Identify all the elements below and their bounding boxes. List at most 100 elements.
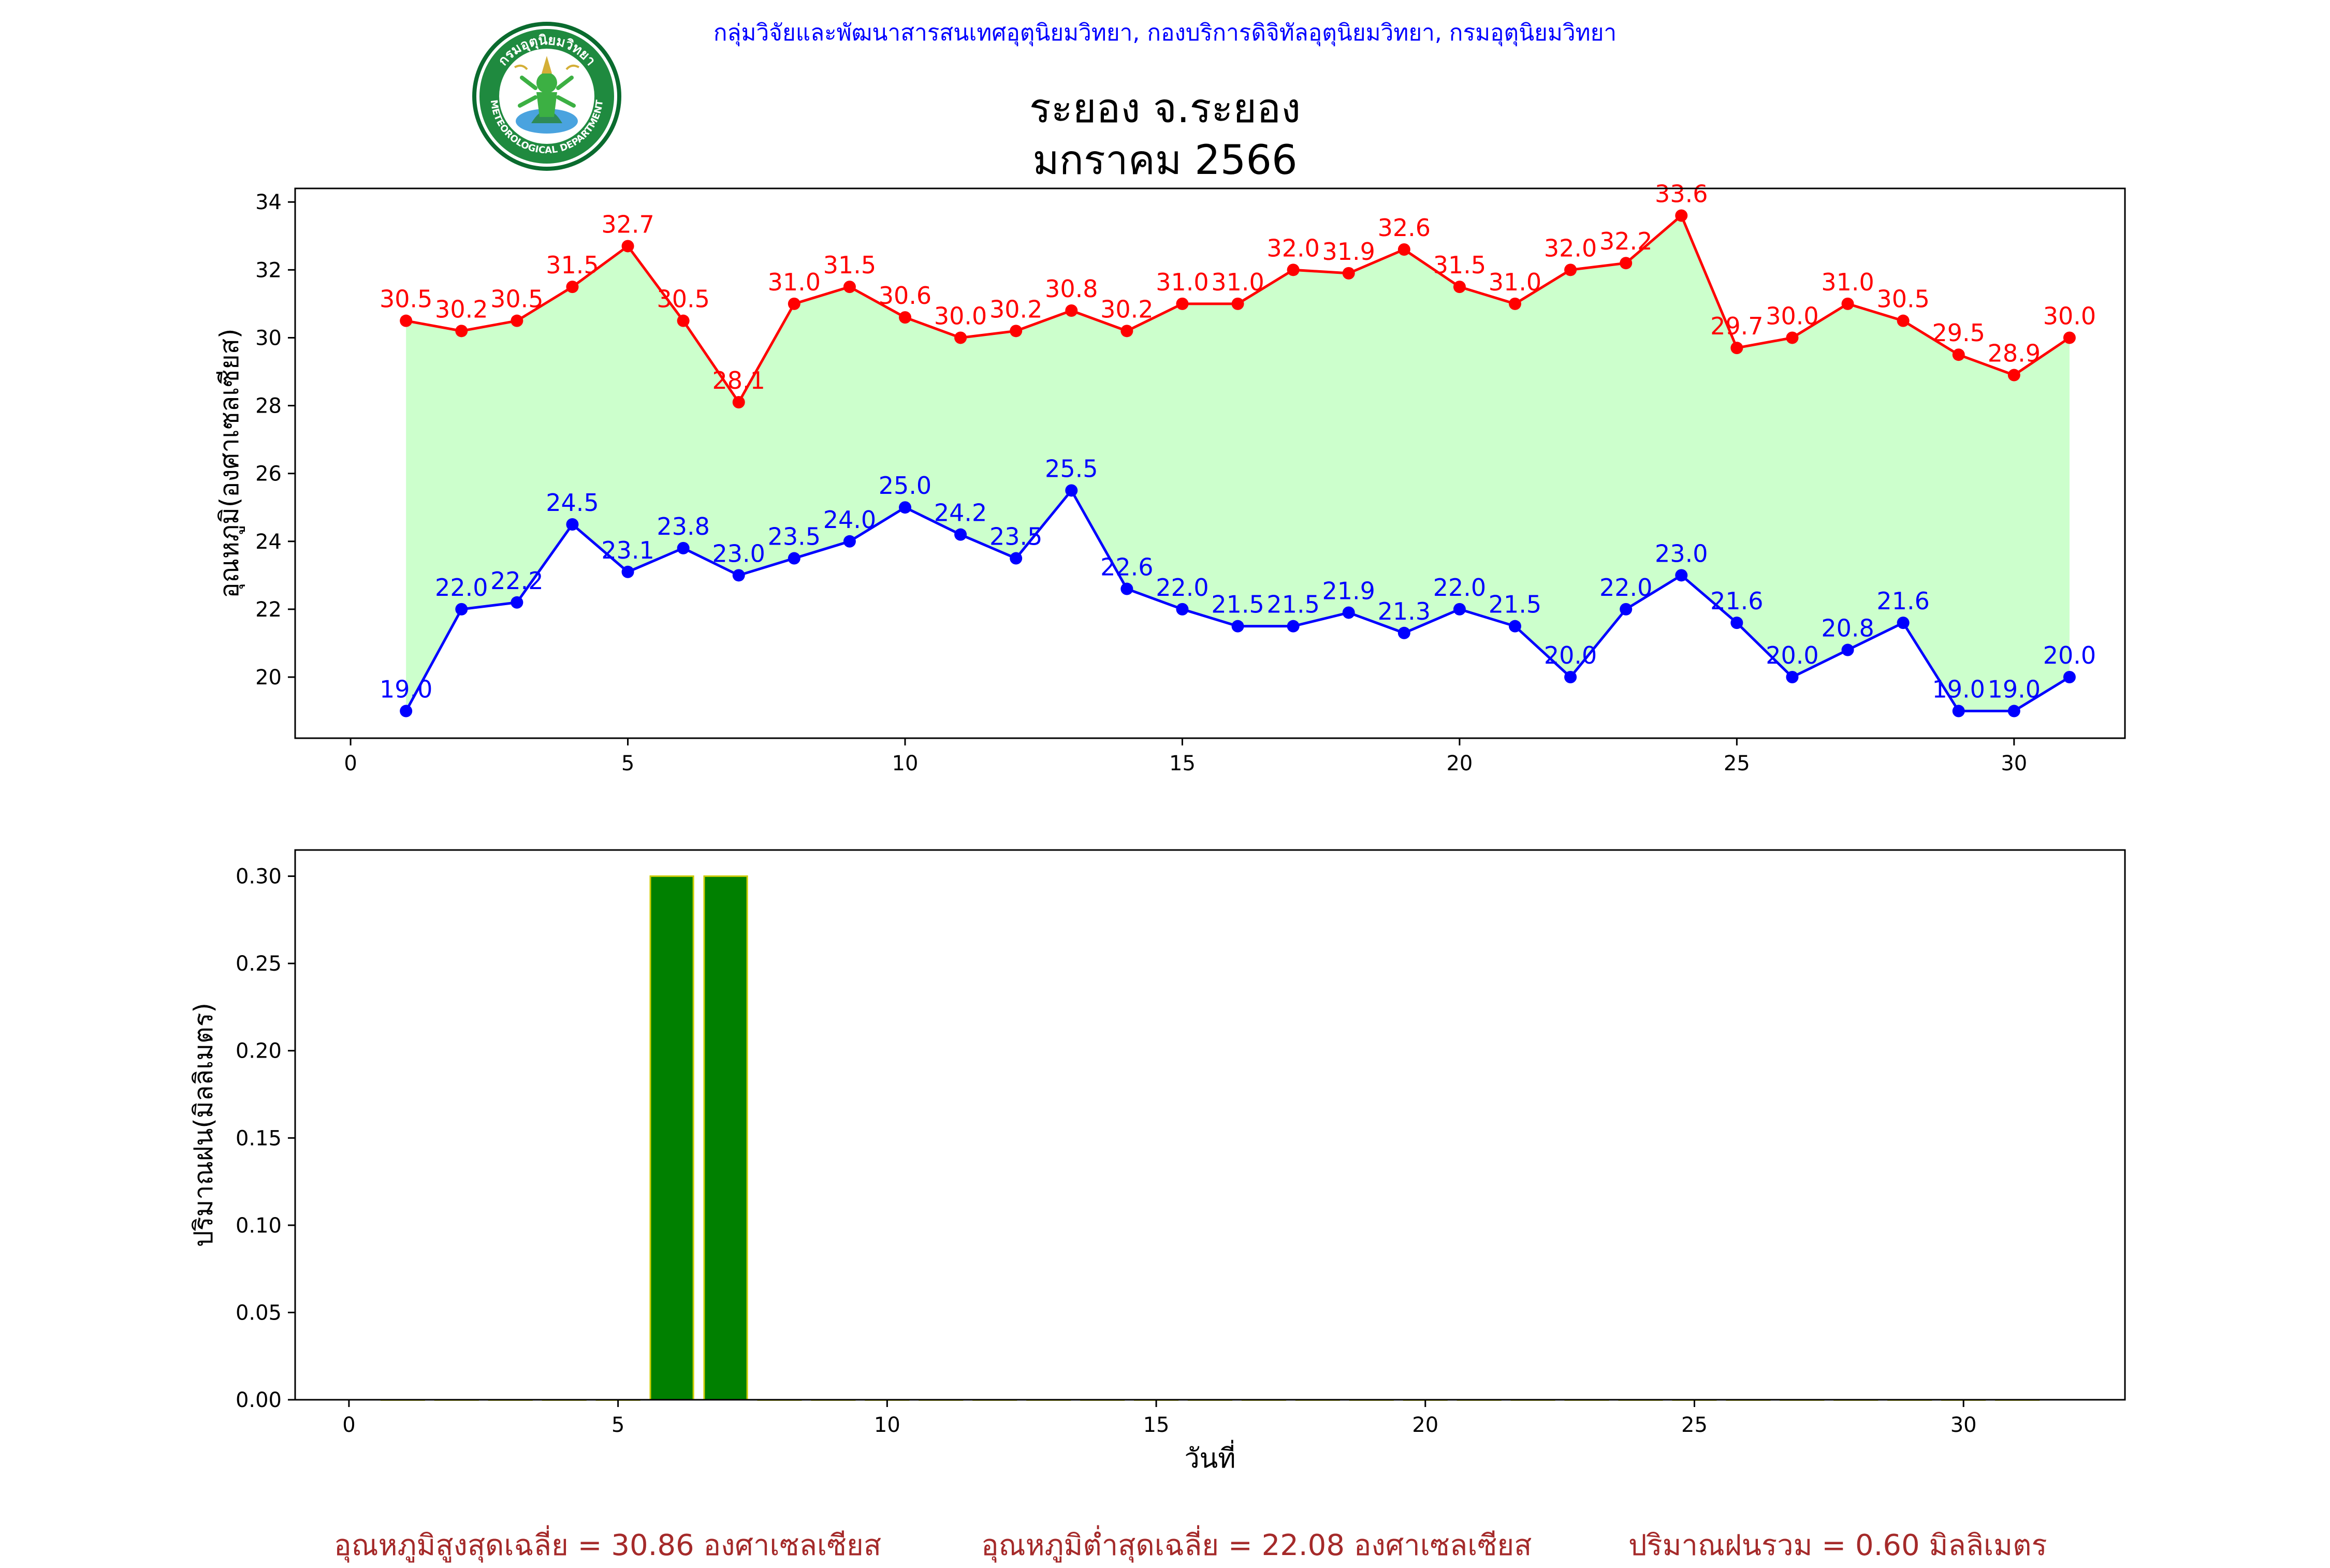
- tmin-point: [400, 705, 413, 717]
- tmin-data-label: 21.5: [1489, 591, 1541, 619]
- temperature-range-fill: [406, 215, 2070, 711]
- y-tick-label: 0.15: [236, 1126, 282, 1150]
- tmin-data-label: 20.0: [1544, 641, 1597, 669]
- tmax-data-label: 31.0: [768, 268, 821, 296]
- tmin-data-label: 19.0: [380, 676, 432, 704]
- y-tick-label: 22: [255, 598, 282, 622]
- y-tick-label: 34: [255, 190, 282, 214]
- tmin-data-label: 21.9: [1322, 577, 1375, 605]
- x-tick-label: 10: [892, 752, 919, 775]
- tmax-data-label: 30.2: [435, 295, 488, 323]
- tmax-data-label: 30.6: [879, 282, 931, 310]
- tmin-data-label: 23.1: [601, 536, 654, 564]
- rainfall-bar: [703, 875, 748, 1401]
- tmax-point: [1397, 243, 1410, 256]
- tmin-point: [1564, 671, 1577, 683]
- tmin-point: [1397, 626, 1410, 639]
- tmin-point: [1509, 620, 1521, 633]
- tmax-point: [1176, 297, 1189, 310]
- temperature-plot: 30.5 30.2 30.531.532.730.528.131.031.530.6…: [214, 180, 2126, 775]
- tmin-data-label: 25.0: [879, 472, 931, 500]
- tmin-data-label: 23.5: [768, 523, 821, 551]
- rainfall-bar: [649, 875, 694, 1401]
- y-tick-label: 0.20: [236, 1039, 282, 1063]
- tmin-point: [455, 603, 468, 616]
- x-tick-label: 30: [1950, 1413, 1977, 1437]
- tmax-data-label: 30.5: [1876, 285, 1929, 313]
- tmin-point: [1841, 643, 1854, 656]
- tmax-data-label: 31.0: [1156, 268, 1208, 296]
- x-tick-label: 20: [1446, 752, 1473, 775]
- tmax-data-label: 30.0: [934, 302, 987, 330]
- rainfall-x-axis-label: วันที่: [1184, 1440, 1235, 1474]
- y-tick-label: 32: [255, 258, 282, 282]
- chart-title: ระยอง จ.ระยอง มกราคม 2566: [0, 83, 2330, 186]
- tmin-point: [511, 596, 523, 609]
- temperature-x-ticks: 0 5 10 15 20 25 30: [344, 738, 2027, 775]
- temperature-data-labels: 30.5 30.2 30.531.532.730.528.131.031.530.6…: [380, 180, 2096, 703]
- tmax-data-label: 32.0: [1544, 234, 1597, 262]
- average-min-temperature: อุณหภูมิต่ำสุดเฉลี่ย = 22.08 องศาเซลเซีย…: [981, 1529, 1532, 1562]
- department-logo: กรมอุตุนิยมวิทยา METEOROLOGICAL DEPARTME…: [472, 22, 621, 171]
- tmin-data-label: 23.0: [712, 539, 765, 567]
- tmin-point: [1675, 569, 1688, 582]
- tmax-point: [677, 314, 690, 327]
- tmin-data-label: 24.2: [934, 499, 987, 527]
- tmax-point: [1287, 263, 1300, 276]
- tmax-point: [1786, 331, 1799, 344]
- average-max-temperature: อุณหภูมิสูงสุดเฉลี่ย = 30.86 องศาเซลเซีย…: [334, 1529, 882, 1562]
- tmax-point: [1897, 314, 1910, 327]
- tmax-point: [899, 311, 911, 324]
- tmax-data-label: 28.1: [712, 367, 765, 394]
- deity-figure-icon: [514, 56, 579, 134]
- tmin-data-label: 22.2: [490, 567, 543, 595]
- tmax-data-label: 30.0: [1766, 302, 1818, 330]
- y-tick-label: 30: [255, 326, 282, 350]
- tmin-point: [1287, 620, 1300, 633]
- total-rainfall: ปริมาณฝนรวม = 0.60 มิลลิเมตร: [1628, 1529, 2047, 1562]
- tmax-point: [1841, 297, 1854, 310]
- temperature-points: [400, 209, 2076, 717]
- tmin-data-label: 22.0: [1433, 574, 1486, 602]
- tmin-data-label: 21.6: [1876, 587, 1929, 615]
- y-tick-label: 28: [255, 394, 282, 418]
- tmin-point: [1010, 552, 1023, 565]
- tmin-data-label: 21.6: [1710, 587, 1763, 615]
- tmax-point: [1509, 297, 1521, 310]
- tmax-point: [1675, 209, 1688, 222]
- tmin-data-label: 19.0: [1932, 676, 1985, 704]
- tmin-point: [2007, 705, 2020, 717]
- x-tick-label: 0: [342, 1413, 355, 1437]
- tmax-point: [1453, 281, 1466, 294]
- tmax-data-label: 30.5: [490, 285, 543, 313]
- tmin-point: [843, 535, 856, 548]
- temperature-y-ticks: 20 22 24 26 28 30 32 34: [255, 190, 295, 690]
- y-tick-label: 0.10: [236, 1214, 282, 1238]
- tmin-point: [1620, 603, 1633, 616]
- tmax-point: [1342, 267, 1355, 280]
- y-tick-label: 0.30: [236, 865, 282, 889]
- x-tick-label: 20: [1412, 1413, 1438, 1437]
- tmax-data-label: 30.0: [2043, 302, 2096, 330]
- tmax-point: [1620, 257, 1633, 270]
- tmax-point: [511, 314, 523, 327]
- tmin-data-label: 23.5: [989, 523, 1042, 551]
- tmin-point: [1231, 620, 1244, 633]
- tmax-data-label: 30.8: [1045, 275, 1098, 303]
- tmax-point: [455, 325, 468, 338]
- tmin-data-label: 20.0: [2043, 641, 2096, 669]
- tmax-data-label: 30.2: [989, 295, 1042, 323]
- x-tick-label: 15: [1143, 1413, 1170, 1437]
- tmin-point: [1952, 705, 1965, 717]
- tmin-point: [1342, 606, 1355, 619]
- tmax-data-label: 30.5: [657, 285, 709, 313]
- tmax-data-label: 32.7: [601, 210, 654, 238]
- tmin-point: [1065, 484, 1078, 497]
- tmax-data-label: 31.5: [1433, 251, 1486, 279]
- y-tick-label: 0.25: [236, 952, 282, 976]
- tmin-data-label: 23.8: [657, 512, 709, 540]
- tmin-point: [954, 528, 967, 541]
- tmin-point: [677, 541, 690, 554]
- tmax-data-label: 32.0: [1266, 234, 1319, 262]
